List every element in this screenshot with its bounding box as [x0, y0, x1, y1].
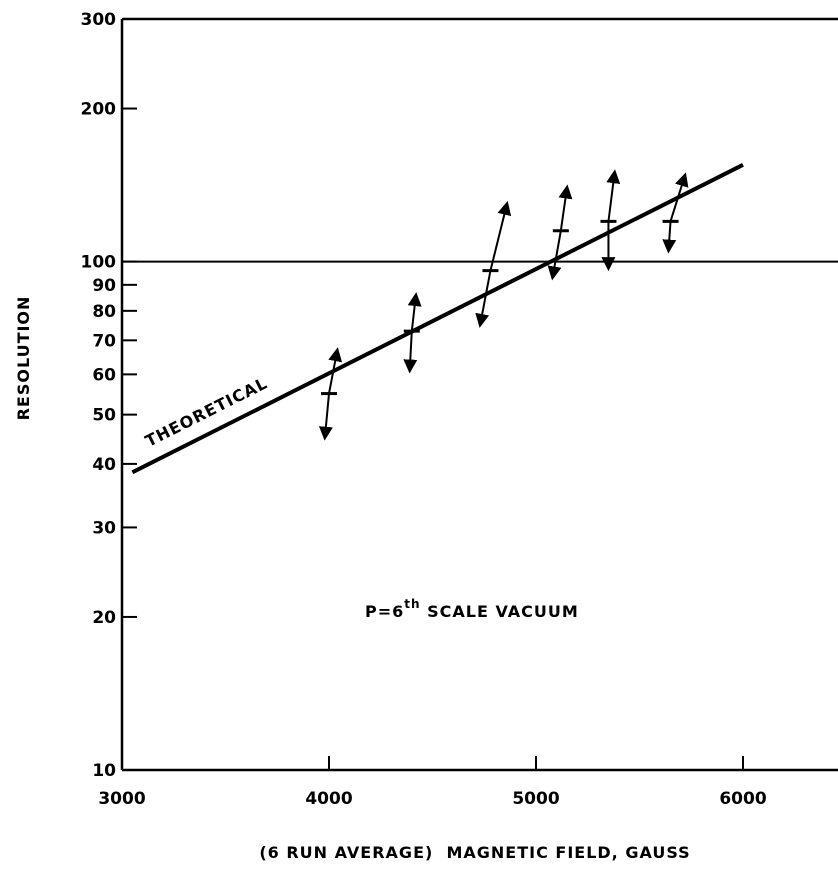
measured-point-error-bar-upper [606, 169, 621, 222]
theoretical-line [131, 163, 744, 475]
measured-point-error-bar-upper [669, 172, 689, 222]
x-axis-title: (6 RUN AVERAGE) MAGNETIC FIELD, GAUSS [259, 843, 690, 862]
y-tick-label: 80 [92, 302, 116, 322]
axes-layer [120, 17, 838, 772]
y-tick-label: 100 [81, 253, 117, 273]
y-tick-label: 70 [92, 331, 116, 351]
x-tick-label: 3000 [98, 789, 145, 809]
y-tick-label: 40 [92, 455, 116, 475]
measured-point-error-bar-lower [475, 270, 492, 328]
measured-points-layer [318, 169, 689, 441]
measured-point-error-bar-lower [547, 230, 562, 281]
measured-point-error-bar-upper [328, 347, 343, 394]
vacuum-annotation-superscript: th [404, 597, 420, 611]
y-axis-title: RESOLUTION [14, 296, 33, 421]
vacuum-annotation-prefix: P=6 [365, 602, 404, 621]
ticks-layer: 10 20 30 40 50 60 70 80 90 100 200 300 3000 4000 5000 6… [81, 10, 767, 809]
x-tick-label: 5000 [512, 789, 559, 809]
x-tick-label: 6000 [719, 789, 766, 809]
x-tick-label: 4000 [305, 789, 352, 809]
y-tick-label: 50 [92, 406, 116, 426]
y-tick-label: 200 [81, 100, 117, 120]
y-tick-label: 30 [92, 518, 116, 538]
theoretical-line-layer [131, 163, 744, 475]
measured-point-error-bar-upper [558, 184, 573, 231]
y-tick-label: 60 [92, 365, 116, 385]
measured-point-error-bar-lower [318, 393, 333, 441]
measured-point-error-bar-lower [403, 331, 418, 374]
measured-point-error-bar-upper [489, 200, 512, 271]
y-tick-label: 10 [92, 761, 116, 781]
y-tick-label: 20 [92, 608, 116, 628]
vacuum-annotation-suffix: SCALE VACUUM [421, 602, 579, 621]
y-tick-label: 90 [92, 276, 116, 296]
vacuum-annotation: P=6th SCALE VACUUM [365, 597, 579, 621]
measured-point-error-bar-upper [407, 292, 422, 332]
measured-point-error-bar-lower [662, 221, 677, 254]
y-tick-label: 300 [81, 10, 117, 30]
